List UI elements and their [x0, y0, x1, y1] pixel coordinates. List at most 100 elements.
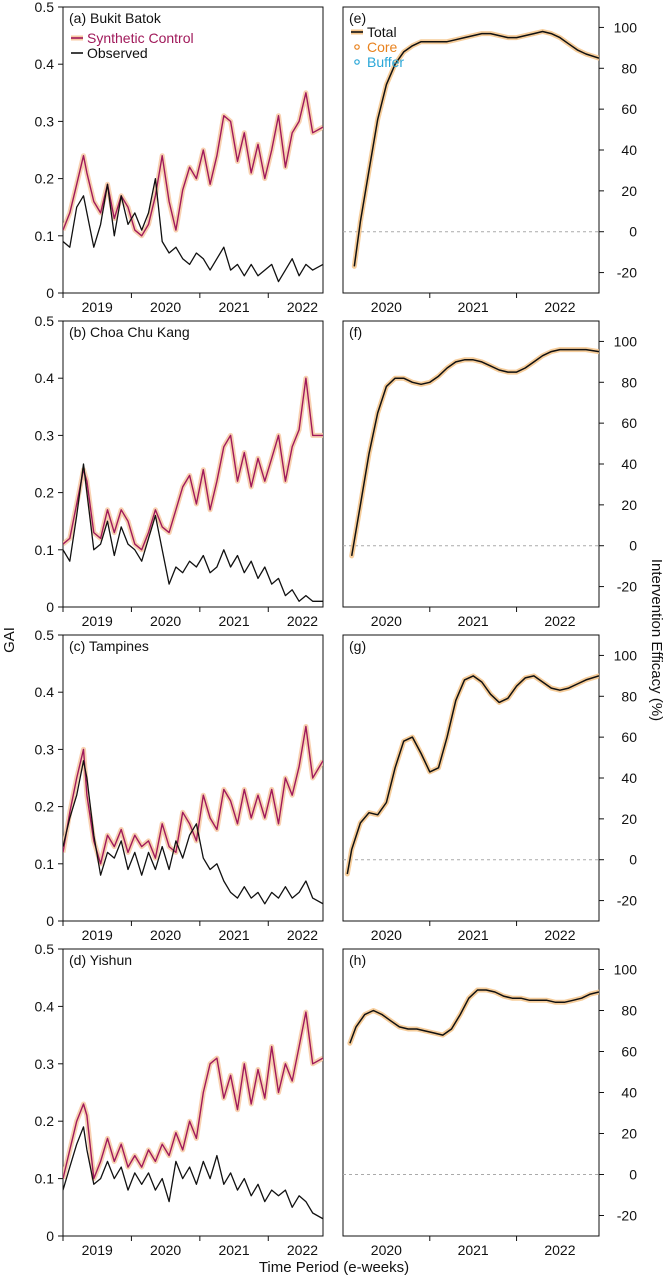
total-band	[347, 987, 599, 1046]
panel-frame	[62, 948, 324, 1237]
y-tick-label: 40	[621, 1085, 637, 1101]
y-tick-label: 0	[629, 224, 637, 240]
x-tick-label: 2022	[287, 927, 318, 943]
synthetic-control-line	[63, 1011, 323, 1180]
y-tick-label: 0	[46, 285, 54, 301]
x-tick-label: 2020	[150, 927, 181, 943]
y-tick-label: 0.3	[35, 741, 55, 757]
y-tick-label: 100	[614, 647, 638, 663]
legend-synthetic-label: Synthetic Control	[87, 30, 194, 46]
total-line	[350, 348, 599, 557]
y-axis-title-left: GAI	[1, 627, 18, 653]
synthetic-control-line	[63, 92, 323, 237]
x-tick-label: 2020	[371, 1242, 402, 1258]
plot-area	[63, 1009, 323, 1220]
panel-d: 0 0.1 0.2 0.3 0.4 0.5 2019 2020 2021 2022 (d) Yish…	[35, 941, 324, 1258]
panel-label: (d) Yishun	[69, 952, 132, 968]
y-tick-label: -20	[617, 1208, 637, 1224]
y-tick-label: 0.5	[35, 627, 55, 643]
y-tick-label: 80	[621, 374, 637, 390]
y-tick-label: 0	[46, 913, 54, 929]
x-tick-label: 2022	[544, 299, 575, 315]
y-tick-label: 60	[621, 729, 637, 745]
synthetic-control-line	[63, 377, 323, 551]
panel-frame	[342, 948, 600, 1237]
panel-frame	[342, 320, 600, 608]
y-tick-label: 100	[614, 962, 638, 978]
panel-a: 0 0.1 0.2 0.3 0.4 0.5 2019 2020 2021 2022 (a) Buki…	[35, 0, 324, 315]
y-tick-label: 0.3	[35, 427, 55, 443]
y-tick-label: 0.2	[35, 171, 55, 187]
x-tick-label: 2020	[371, 613, 402, 629]
y-tick-label: 0.2	[35, 485, 55, 501]
panel-e: -20 0 20 40 60 80 100 2020 2021 2022 (e)TotalCoreB…	[342, 6, 637, 315]
x-tick-label: 2021	[458, 299, 489, 315]
x-tick-label: 2019	[82, 1242, 113, 1258]
observed-line	[63, 1126, 323, 1220]
x-tick-label: 2021	[458, 613, 489, 629]
x-tick-label: 2022	[287, 613, 318, 629]
panel-label: (b) Choa Chu Kang	[69, 324, 190, 340]
synthetic-control-band	[63, 1009, 323, 1182]
x-tick-label: 2021	[458, 1242, 489, 1258]
y-tick-label: 0.4	[35, 370, 55, 386]
y-tick-label: 0	[629, 852, 637, 868]
x-tick-label: 2021	[218, 927, 249, 943]
y-tick-label: 0.5	[35, 313, 55, 329]
panel-label: (f)	[349, 324, 362, 340]
y-tick-label: 40	[621, 770, 637, 786]
panel-label: (c) Tampines	[69, 638, 149, 654]
observed-line	[63, 463, 323, 602]
panel-frame	[62, 320, 324, 608]
legend-buffer-swatch	[354, 59, 360, 65]
x-tick-label: 2019	[82, 613, 113, 629]
y-tick-label: 60	[621, 101, 637, 117]
y-tick-label: 80	[621, 1003, 637, 1019]
y-tick-label: 0.3	[35, 1056, 55, 1072]
x-tick-label: 2022	[287, 299, 318, 315]
x-axis-title: Time Period (e-weeks)	[259, 1259, 409, 1276]
y-tick-label: 20	[621, 183, 637, 199]
y-tick-label: 20	[621, 811, 637, 827]
y-tick-label: -20	[617, 893, 637, 909]
legend-observed-label: Observed	[87, 45, 148, 61]
x-tick-label: 2020	[371, 299, 402, 315]
observed-line	[63, 177, 323, 283]
y-tick-label: 0	[629, 1167, 637, 1183]
y-tick-label: 40	[621, 142, 637, 158]
plot-area	[343, 347, 599, 559]
x-tick-label: 2022	[544, 927, 575, 943]
plot-area	[343, 673, 599, 877]
synthetic-control-line	[63, 725, 323, 865]
panel-label: (a) Bukit Batok	[69, 10, 162, 26]
plot-area	[343, 29, 599, 269]
x-tick-label: 2021	[218, 1242, 249, 1258]
y-tick-label: -20	[617, 265, 637, 281]
total-band	[349, 347, 599, 559]
panel-label: (e)	[349, 10, 366, 26]
plot-area	[63, 90, 323, 283]
y-tick-label: 0.2	[35, 799, 55, 815]
y-tick-label: 60	[621, 415, 637, 431]
y-tick-label: 80	[621, 60, 637, 76]
y-tick-label: 20	[621, 497, 637, 513]
x-tick-label: 2019	[82, 927, 113, 943]
total-line	[349, 989, 599, 1044]
x-tick-label: 2021	[218, 299, 249, 315]
y-tick-label: -20	[617, 579, 637, 595]
y-tick-label: 60	[621, 1044, 637, 1060]
y-axis-title-right: Intervention Efficacy (%)	[648, 559, 665, 721]
x-tick-label: 2022	[287, 1242, 318, 1258]
legend-core-label: Core	[367, 39, 398, 55]
panel-g: -20 0 20 40 60 80 100 2020 2021 2022 (g)	[342, 634, 638, 943]
y-tick-label: 100	[614, 333, 638, 349]
panel-f: -20 0 20 40 60 80 100 2020 2021 2022 (f)	[342, 320, 638, 629]
panel-b: 0 0.1 0.2 0.3 0.4 0.5 2019 2020 2021 2022 (b) Choa…	[35, 313, 324, 629]
y-tick-label: 0.2	[35, 1113, 55, 1129]
plot-area	[343, 987, 599, 1175]
y-tick-label: 40	[621, 456, 637, 472]
x-tick-label: 2020	[371, 927, 402, 943]
y-tick-label: 0.1	[35, 228, 55, 244]
